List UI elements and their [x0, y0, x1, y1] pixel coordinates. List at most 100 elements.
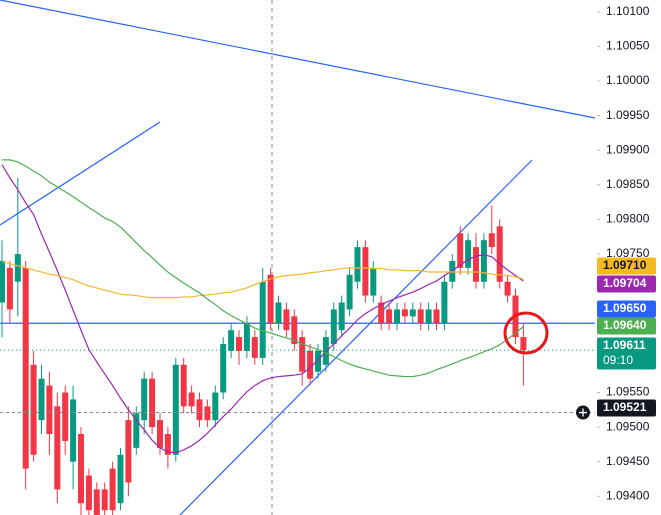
moving-average: [1, 261, 524, 299]
candle-body: [172, 364, 179, 455]
y-tick-label: 1.10100: [606, 4, 650, 18]
y-tick-label: 1.09950: [606, 108, 650, 122]
highlight-circle: [503, 311, 549, 355]
price-badge-label: 1.09640: [603, 318, 647, 332]
candle-body: [0, 260, 5, 303]
price-badge: [597, 275, 656, 293]
y-tick-label: 1.10000: [606, 73, 650, 87]
candle-body: [125, 420, 132, 483]
candle-body: [441, 281, 448, 324]
candle-body: [14, 254, 21, 282]
candle-body: [196, 399, 203, 421]
y-tick-label: 1.09550: [606, 385, 650, 399]
price-badge-label: 1.09704: [603, 276, 647, 290]
price-badge: [597, 399, 656, 417]
candle-body: [386, 309, 393, 324]
y-tick-label: 1.09900: [606, 142, 650, 156]
candle-body: [457, 233, 464, 268]
candle-body: [417, 309, 424, 324]
price-badge: [597, 317, 656, 335]
candle-body: [338, 302, 345, 331]
candle-body: [425, 309, 432, 324]
candle-body: [220, 344, 227, 393]
price-badge-label: 1.09521: [603, 400, 647, 414]
plus-icon: [579, 408, 587, 417]
candle-body: [473, 247, 479, 282]
candle-body: [283, 309, 290, 331]
price-badge-label: 1.09650: [603, 301, 647, 315]
candle-body: [228, 330, 235, 351]
candle-body: [496, 226, 503, 282]
candle-body: [488, 233, 495, 248]
candle-body: [362, 247, 369, 296]
y-tick-label: 1.09750: [606, 246, 650, 260]
candle-body: [38, 378, 45, 421]
candle-body: [141, 378, 148, 421]
candle-body: [370, 267, 377, 296]
candle-body: [78, 434, 84, 504]
candle-body: [520, 337, 527, 351]
candle-body: [267, 274, 274, 324]
candle-body: [149, 378, 156, 428]
candle-body: [188, 392, 195, 407]
candle-body: [480, 240, 487, 282]
candle-body: [157, 420, 163, 448]
candle-body: [330, 309, 337, 345]
candle-body: [62, 392, 69, 441]
trend-line: [0, 0, 596, 119]
candle-body: [433, 309, 440, 324]
price-badge: [597, 337, 656, 370]
candle-body: [346, 274, 353, 310]
candle-body: [354, 247, 361, 282]
price-axis: 1.10100 1.10050 1.10000 1.09950 1.09900 1.098…: [597, 0, 661, 515]
moving-average: [2, 159, 524, 378]
candle-body: [204, 406, 211, 421]
candle-body: [54, 406, 61, 490]
candle-body: [180, 364, 187, 407]
candle-body: [299, 337, 306, 372]
price-badge: [597, 257, 656, 275]
candle-body: [109, 468, 116, 511]
trend-line: [179, 159, 533, 515]
candle-body: [70, 399, 77, 462]
candle-body: [315, 350, 321, 372]
candle-body: [117, 454, 124, 504]
candle-body: [101, 489, 108, 511]
candle-body: [307, 350, 314, 379]
candle-body: [30, 364, 37, 455]
y-tick-label: 1.09450: [606, 454, 650, 468]
candle-body: [409, 309, 416, 317]
y-tick-label: 1.10050: [606, 39, 650, 53]
y-tick-label: 1.09400: [606, 488, 650, 502]
y-tick-label: 1.09800: [606, 212, 650, 226]
candle-body: [401, 309, 408, 317]
candle-body: [291, 316, 298, 345]
candle-body: [259, 281, 266, 358]
price-badge: [597, 300, 656, 318]
candle-body: [6, 267, 13, 310]
candle-body: [394, 309, 400, 324]
price-badge-label: 1.09611: [603, 338, 646, 352]
plot-area: [0, 159, 595, 515]
candle-body: [465, 240, 472, 268]
candle-body: [275, 302, 282, 324]
moving-average: [1, 164, 524, 454]
candle-body: [85, 475, 92, 511]
candle-body: [236, 337, 242, 351]
price-badge-label: 1.09710: [603, 258, 647, 272]
y-tick-label: 1.09500: [606, 419, 650, 433]
candle-body: [378, 302, 385, 324]
trend-line: [0, 121, 161, 226]
candle-body: [133, 413, 140, 448]
candle-body: [93, 489, 100, 515]
candle-body: [164, 434, 171, 455]
candle-body: [251, 337, 258, 358]
countdown: 09:10: [603, 353, 633, 367]
candle-body: [504, 281, 511, 296]
candle-body: [243, 323, 250, 351]
candle-body: [212, 392, 219, 421]
candle-body: [22, 267, 29, 469]
y-tick-label: 1.09850: [606, 177, 650, 191]
